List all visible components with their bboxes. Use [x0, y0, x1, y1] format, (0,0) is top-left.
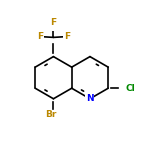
Text: F: F: [37, 32, 43, 41]
Text: F: F: [50, 17, 57, 27]
Text: N: N: [86, 94, 94, 103]
Text: F: F: [64, 32, 70, 41]
Text: Br: Br: [45, 110, 56, 119]
Text: Cl: Cl: [126, 84, 136, 93]
